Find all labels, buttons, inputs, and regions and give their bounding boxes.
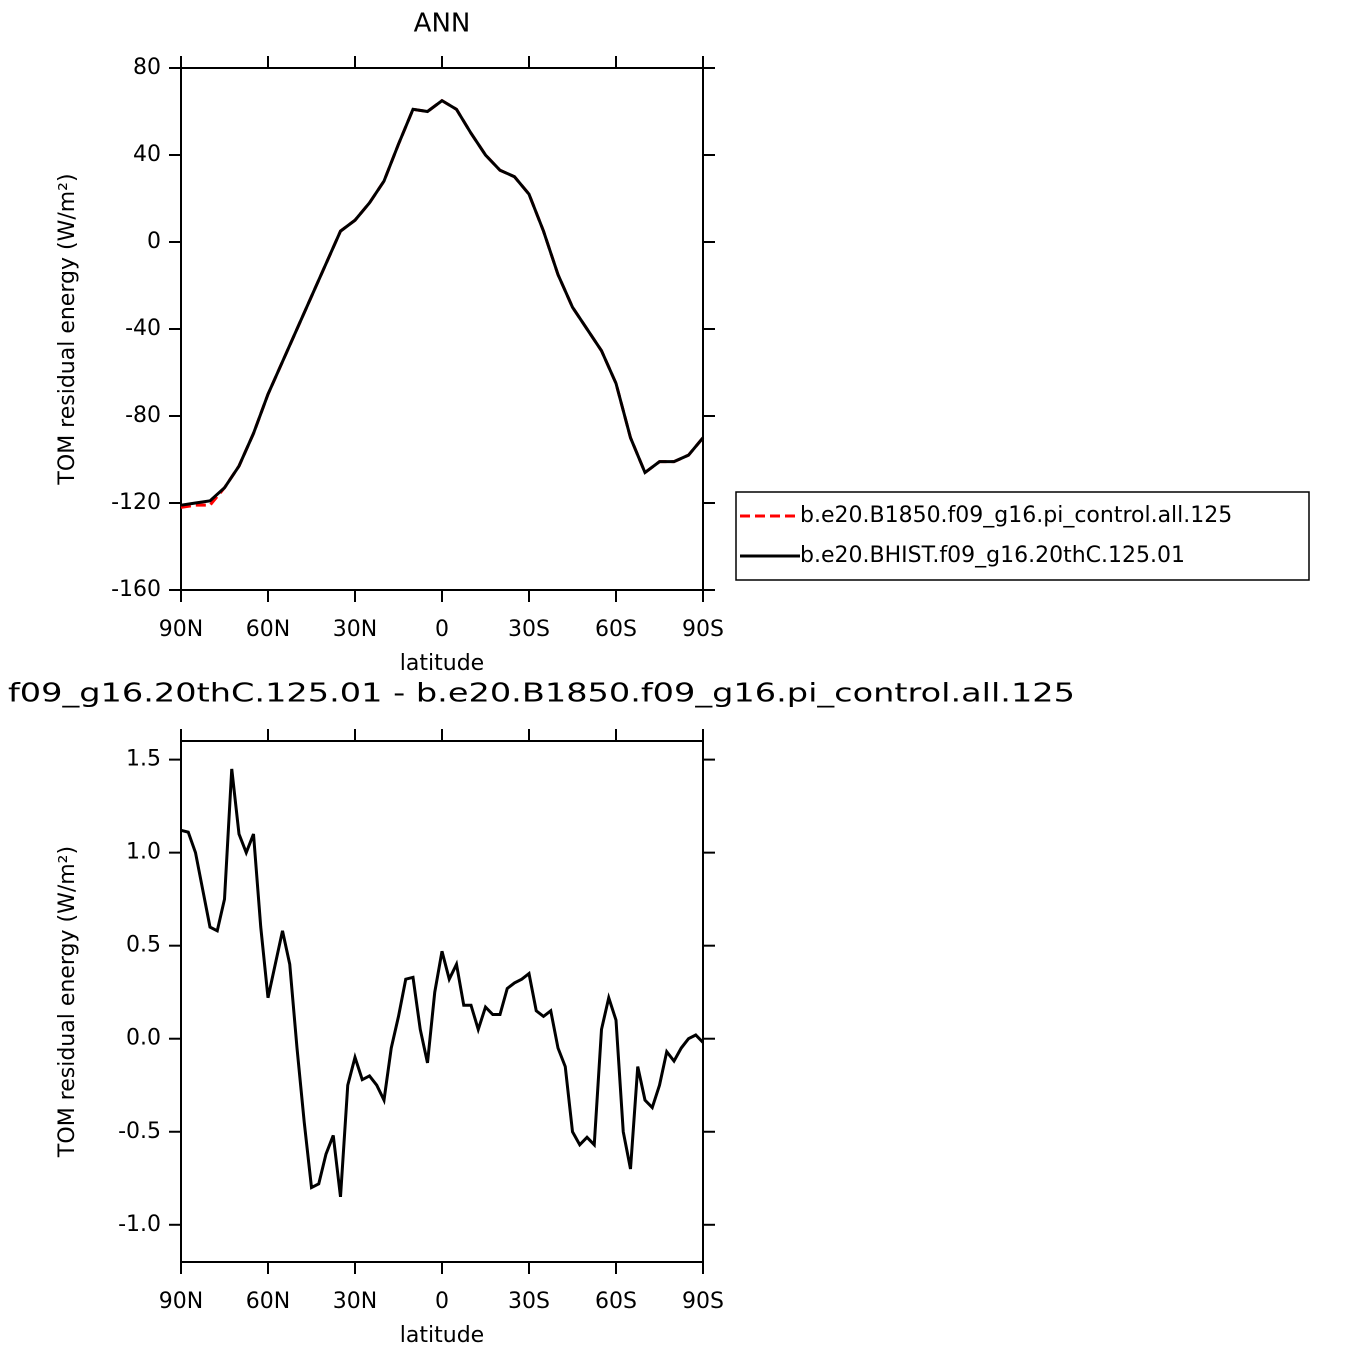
plot-frame xyxy=(180,67,704,591)
x-tick-label: 90N xyxy=(159,617,203,642)
y-tick-label: 0.0 xyxy=(126,1026,161,1051)
x-tick-label: 30S xyxy=(508,1289,550,1314)
y-tick-label: -160 xyxy=(111,577,161,602)
x-tick-label: 60S xyxy=(595,617,637,642)
x-tick-label: 90N xyxy=(159,1289,203,1314)
legend-label: b.e20.B1850.f09_g16.pi_control.all.125 xyxy=(800,503,1232,528)
data-line xyxy=(180,98,705,507)
x-tick-label: 90S xyxy=(682,617,724,642)
legend-box xyxy=(735,491,1310,581)
x-tick-label: 30N xyxy=(333,1289,377,1314)
plot-frame xyxy=(180,740,704,1263)
x-axis-label: latitude xyxy=(400,1323,484,1348)
x-tick-label: 30S xyxy=(508,617,550,642)
data-line xyxy=(180,98,705,509)
y-tick-label: 80 xyxy=(133,55,161,80)
y-tick-label: -40 xyxy=(125,316,161,341)
x-tick-label: 30N xyxy=(333,617,377,642)
y-tick-label: -120 xyxy=(111,490,161,515)
y-tick-label: 1.5 xyxy=(126,747,161,772)
y-tick-label: -0.5 xyxy=(118,1119,161,1144)
y-tick-label: 0.5 xyxy=(126,933,161,958)
x-tick-label: 60N xyxy=(246,617,290,642)
y-tick-label: 1.0 xyxy=(126,840,161,865)
chart-title: f09_g16.20thC.125.01 - b.e20.B1850.f09_g… xyxy=(8,679,1075,709)
x-tick-label: 90S xyxy=(682,1289,724,1314)
data-line xyxy=(180,768,705,1198)
y-tick-label: -80 xyxy=(125,403,161,428)
x-tick-label: 60N xyxy=(246,1289,290,1314)
y-tick-label: -1.0 xyxy=(118,1212,161,1237)
y-axis-label: TOM residual energy (W/m²) xyxy=(55,846,80,1158)
x-tick-label: 0 xyxy=(435,1289,449,1314)
x-axis-label: latitude xyxy=(400,651,484,676)
y-axis-label: TOM residual energy (W/m²) xyxy=(55,173,80,485)
chart-title: ANN xyxy=(414,9,471,39)
y-tick-label: 0 xyxy=(147,229,161,254)
legend-label: b.e20.BHIST.f09_g16.20thC.125.01 xyxy=(800,543,1185,568)
x-tick-label: 0 xyxy=(435,617,449,642)
x-tick-label: 60S xyxy=(595,1289,637,1314)
y-tick-label: 40 xyxy=(133,142,161,167)
